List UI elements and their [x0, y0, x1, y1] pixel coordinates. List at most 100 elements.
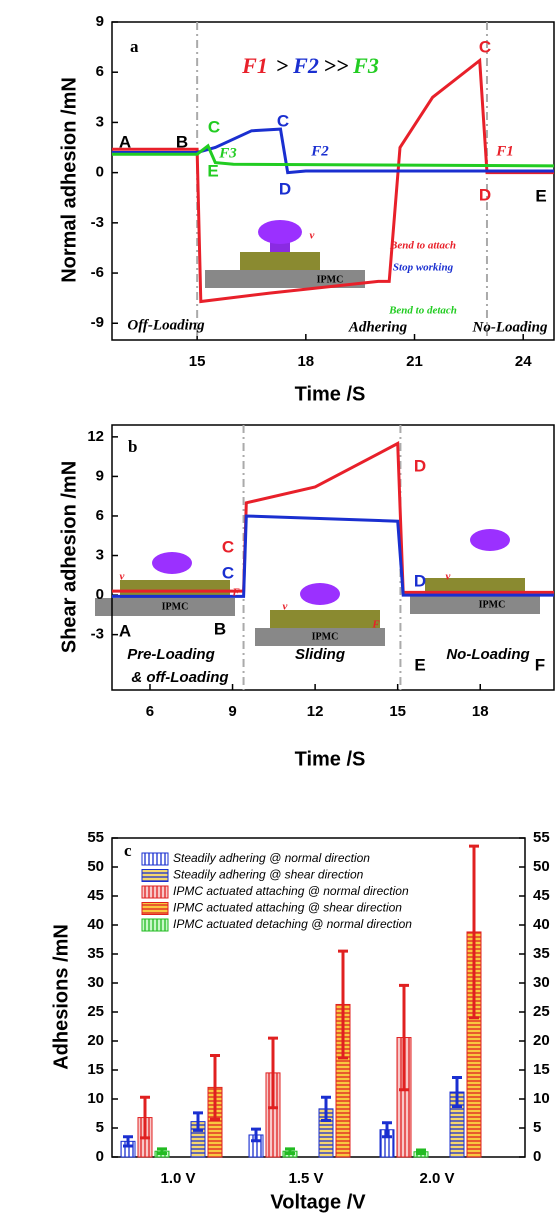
y-tick-label: 20	[87, 1032, 104, 1049]
annotation: F2	[310, 143, 329, 159]
annotation: Off-Loading	[127, 317, 205, 333]
annotation: No-Loading	[446, 646, 529, 663]
error-bar	[193, 1111, 203, 1132]
gripper-head	[300, 583, 340, 605]
panel: b Time /S Shear adhesion /mN -3 0 3 6 9 12 6 9 12 15…	[58, 424, 555, 770]
x-tick-label: 21	[406, 353, 423, 370]
annotation: IPMC	[312, 631, 339, 642]
annotation: v	[310, 230, 315, 242]
x-tick-label: 6	[146, 703, 154, 720]
error-bar	[452, 1076, 462, 1109]
annotation: IPMC	[479, 599, 506, 610]
annotation: D	[414, 571, 426, 590]
x-tick-label: 1.0 V	[160, 1170, 195, 1187]
error-bar	[416, 1148, 426, 1156]
y-tick-label: 12	[87, 428, 104, 445]
y2-tick-label: 15	[533, 1061, 550, 1078]
y-tick-label: -3	[91, 626, 104, 643]
annotation: Adhering	[348, 319, 408, 335]
annotation: C	[222, 537, 234, 556]
gripper-head	[258, 220, 302, 244]
gripper-head	[152, 552, 192, 574]
ipmc-plate	[205, 270, 365, 288]
y-tick-label: 25	[87, 1003, 104, 1020]
annotation: D	[279, 179, 291, 198]
y2-tick-label: 0	[533, 1148, 541, 1165]
pillars	[120, 580, 230, 598]
y-tick-label: 0	[96, 164, 104, 181]
error-bar	[268, 1036, 278, 1110]
annotation: IPMC	[162, 601, 189, 612]
y-tick-label: 40	[87, 916, 104, 933]
x-tick-label: 18	[472, 703, 489, 720]
headline-part: F2	[292, 53, 319, 78]
legend-swatch	[141, 885, 169, 899]
x-tick-label: 18	[297, 353, 314, 370]
legend-swatch	[141, 918, 169, 932]
annotation: F	[371, 619, 380, 631]
y-tick-label: 10	[87, 1090, 104, 1107]
annotation: C	[277, 111, 289, 130]
y-tick-label: 9	[96, 467, 104, 484]
x-tick-label: 15	[189, 353, 206, 370]
legend-label: Steadily adhering @ normal direction	[173, 851, 370, 865]
ipmc-plate	[255, 628, 385, 646]
y2-tick-label: 5	[533, 1119, 541, 1136]
line-series	[112, 514, 554, 598]
y2-tick-label: 40	[533, 916, 550, 933]
annotation: Stop working	[393, 262, 454, 274]
legend-swatch	[141, 902, 169, 915]
y-axis-label: Shear adhesion /mN	[58, 461, 80, 653]
y2-tick-label: 10	[533, 1090, 550, 1107]
error-bar	[285, 1147, 295, 1156]
y-tick-label: -6	[91, 264, 104, 281]
diagram-b	[95, 529, 540, 646]
y-tick-label: 45	[87, 887, 104, 904]
annotation: IPMC	[317, 274, 344, 285]
annotation: No-Loading	[472, 319, 549, 335]
headline-part: F1	[241, 53, 268, 78]
ipmc-plate	[410, 596, 540, 614]
error-bar	[382, 1121, 392, 1139]
annotation: A	[119, 132, 131, 151]
annotation: v	[283, 601, 288, 613]
annotation: E	[207, 161, 218, 180]
panel: c Voltage /V Adhesions /mN 0 5 10 15 20 25 30 35 40…	[50, 829, 549, 1213]
error-bar	[321, 1095, 331, 1122]
legend-label: Steadily adhering @ shear direction	[173, 868, 364, 882]
y2-tick-label: 20	[533, 1032, 550, 1049]
y-tick-label: 5	[96, 1119, 104, 1136]
y-tick-label: 30	[87, 974, 104, 991]
panel-label: b	[128, 437, 137, 456]
y-tick-label: 9	[96, 13, 104, 30]
x-axis-label: Time /S	[295, 748, 366, 770]
legend-label: IPMC actuated attaching @ normal directi…	[173, 884, 409, 898]
x-tick-label: 2.0 V	[419, 1170, 454, 1187]
headline-part: F3	[352, 53, 379, 78]
y-tick-label: 6	[96, 63, 104, 80]
annotation: F1	[495, 143, 514, 159]
annotation: Bend to detach	[388, 305, 457, 317]
panel: a Time /S Normal adhesion /mN -9 -6 -3 0 3 6 9 15 1…	[58, 13, 555, 405]
panel-label: c	[124, 841, 132, 860]
y-tick-label: -9	[91, 314, 104, 331]
y-tick-label: 50	[87, 858, 104, 875]
error-bar	[251, 1127, 261, 1143]
annotation: Sliding	[295, 646, 345, 663]
headline-part: >	[276, 53, 289, 78]
y2-tick-label: 30	[533, 974, 550, 991]
error-bar	[123, 1135, 133, 1148]
annotation: v	[446, 571, 451, 583]
y2-tick-label: 35	[533, 945, 550, 962]
annotation: F3	[218, 145, 237, 161]
y2-tick-label: 55	[533, 829, 550, 846]
plot-frame	[111, 21, 555, 341]
annotation: & off-Loading	[131, 669, 228, 686]
legend-label: IPMC actuated detaching @ normal directi…	[173, 917, 412, 931]
y-tick-label: 35	[87, 945, 104, 962]
annotation: B	[176, 132, 188, 151]
panel-label: a	[130, 37, 139, 56]
annotation: A	[119, 621, 131, 640]
annotation: F	[231, 587, 240, 599]
